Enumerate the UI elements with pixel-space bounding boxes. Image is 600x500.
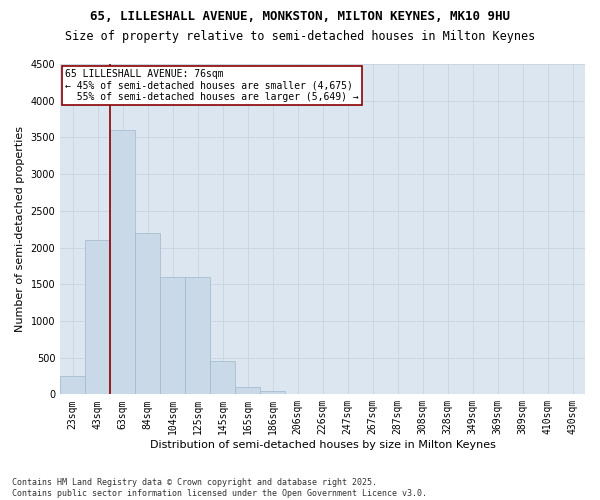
Bar: [135, 233, 160, 394]
Bar: [185, 277, 210, 394]
Y-axis label: Number of semi-detached properties: Number of semi-detached properties: [15, 126, 25, 332]
Text: Size of property relative to semi-detached houses in Milton Keynes: Size of property relative to semi-detach…: [65, 30, 535, 43]
Bar: [260, 390, 285, 394]
Text: 65, LILLESHALL AVENUE, MONKSTON, MILTON KEYNES, MK10 9HU: 65, LILLESHALL AVENUE, MONKSTON, MILTON …: [90, 10, 510, 23]
Bar: [85, 240, 110, 394]
Bar: [210, 362, 235, 394]
X-axis label: Distribution of semi-detached houses by size in Milton Keynes: Distribution of semi-detached houses by …: [149, 440, 496, 450]
Bar: [235, 387, 260, 394]
Text: 65 LILLESHALL AVENUE: 76sqm
← 45% of semi-detached houses are smaller (4,675)
  : 65 LILLESHALL AVENUE: 76sqm ← 45% of sem…: [65, 69, 359, 102]
Bar: [60, 376, 85, 394]
Text: Contains HM Land Registry data © Crown copyright and database right 2025.
Contai: Contains HM Land Registry data © Crown c…: [12, 478, 427, 498]
Bar: [110, 130, 135, 394]
Bar: [160, 277, 185, 394]
